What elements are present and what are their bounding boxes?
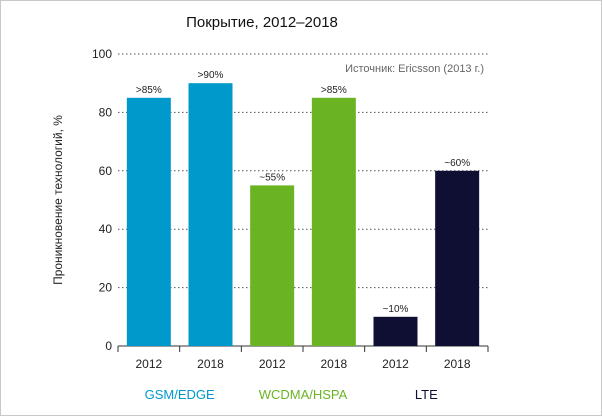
bar-3 <box>311 97 356 346</box>
x-tick-label: 2012 <box>382 357 409 371</box>
data-label: ~55% <box>259 172 285 183</box>
x-tick-label: 2012 <box>135 357 162 371</box>
bar-0 <box>126 97 171 346</box>
y-tick-label: 20 <box>99 281 113 295</box>
y-axis-ticks: 0 20 40 60 80 100 <box>92 47 112 353</box>
bar-2 <box>250 185 295 346</box>
bars: >85% >90% ~55% >85% ~10% ~60% <box>126 70 480 346</box>
data-label: ~60% <box>444 158 470 169</box>
y-tick-label: 40 <box>99 222 113 236</box>
y-tick-label: 0 <box>105 339 112 353</box>
y-tick-label: 100 <box>92 47 112 61</box>
group-label: LTE <box>415 387 438 402</box>
x-tick-label: 2018 <box>320 357 347 371</box>
chart-title: Покрытие, 2012–2018 <box>186 14 338 31</box>
x-tick-label: 2012 <box>259 357 286 371</box>
group-labels: GSM/EDGE WCDMA/HSPA LTE <box>145 387 438 402</box>
data-label: >90% <box>198 70 224 81</box>
gridlines <box>118 53 488 347</box>
bar-1 <box>188 83 233 346</box>
group-label: GSM/EDGE <box>145 387 215 402</box>
y-tick-label: 80 <box>99 105 113 119</box>
source-note: Источник: Ericsson (2013 г.) <box>345 63 484 75</box>
y-tick-label: 60 <box>99 164 113 178</box>
data-label: >85% <box>136 85 162 96</box>
data-label: >85% <box>321 85 347 96</box>
x-tick-label: 2018 <box>197 357 224 371</box>
x-axis-ticks: 2012 2018 2012 2018 2012 2018 <box>117 346 489 371</box>
bar-5 <box>435 170 480 346</box>
data-label: ~10% <box>383 304 409 315</box>
y-axis-label: Проникновение технологий, % <box>51 115 65 285</box>
bar-4 <box>373 316 418 346</box>
x-tick-label: 2018 <box>444 357 471 371</box>
group-label: WCDMA/HSPA <box>259 387 348 402</box>
